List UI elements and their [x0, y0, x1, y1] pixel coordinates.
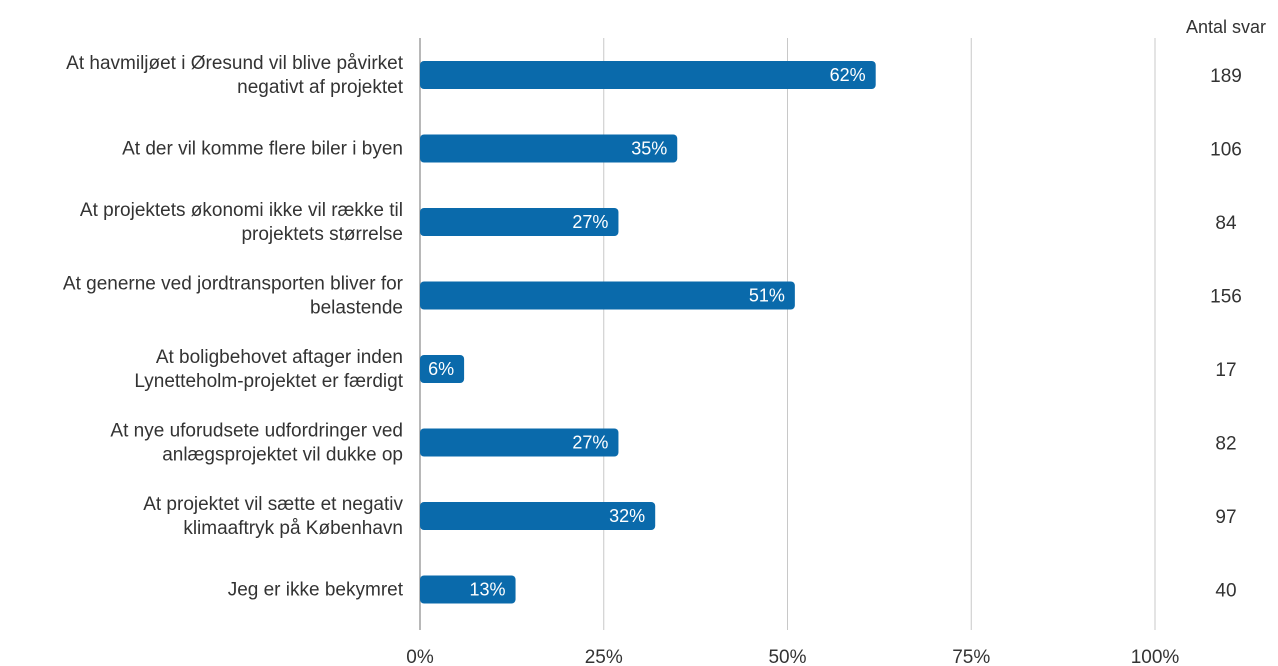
x-tick-label: 100%	[1131, 647, 1180, 666]
category-label: At generne ved jordtransporten bliver fo…	[63, 274, 404, 319]
bar	[420, 281, 795, 310]
category-label: At havmiljøet i Øresund vil blive påvirk…	[66, 53, 404, 98]
bar	[420, 355, 465, 383]
count-value: 84	[1215, 213, 1237, 234]
bar	[420, 61, 876, 89]
bar	[420, 502, 656, 530]
count-value: 106	[1210, 140, 1242, 161]
count-value: 82	[1215, 434, 1236, 455]
bar	[420, 575, 516, 604]
x-tick-label: 50%	[768, 647, 806, 666]
x-tick-label: 0%	[406, 647, 434, 666]
category-label: At nye uforudsete udfordringer ved anlægs…	[110, 421, 403, 466]
category-label: Jeg er ikke bekymret	[228, 580, 404, 601]
bar-value-label: 35%	[631, 139, 667, 159]
bar-value-label: 13%	[470, 580, 506, 600]
count-value: 17	[1215, 360, 1236, 381]
category-label: At boligbehovet aftager inden Lynetteholm…	[134, 347, 403, 392]
bar-value-label: 62%	[830, 65, 866, 85]
count-value: 156	[1210, 287, 1242, 308]
bar	[420, 208, 619, 236]
counts-header: Antal svar	[1186, 17, 1266, 37]
category-label: At der vil komme flere biler i byen	[122, 139, 403, 160]
x-tick-label: 75%	[952, 647, 990, 666]
count-value: 97	[1215, 507, 1236, 528]
bar	[420, 428, 619, 457]
count-value: 189	[1210, 66, 1242, 87]
bar-value-label: 27%	[572, 212, 608, 232]
count-value: 40	[1215, 581, 1236, 602]
bar-value-label: 32%	[609, 506, 645, 526]
bar-value-label: 6%	[428, 359, 454, 379]
bar	[420, 134, 678, 163]
category-label: At projektet vil sætte et negativ klimaaf…	[143, 494, 403, 539]
x-tick-label: 25%	[585, 647, 623, 666]
category-label: At projektets økonomi ikke vil række til…	[80, 200, 403, 245]
bar-value-label: 51%	[749, 286, 785, 306]
bar-value-label: 27%	[572, 433, 608, 453]
